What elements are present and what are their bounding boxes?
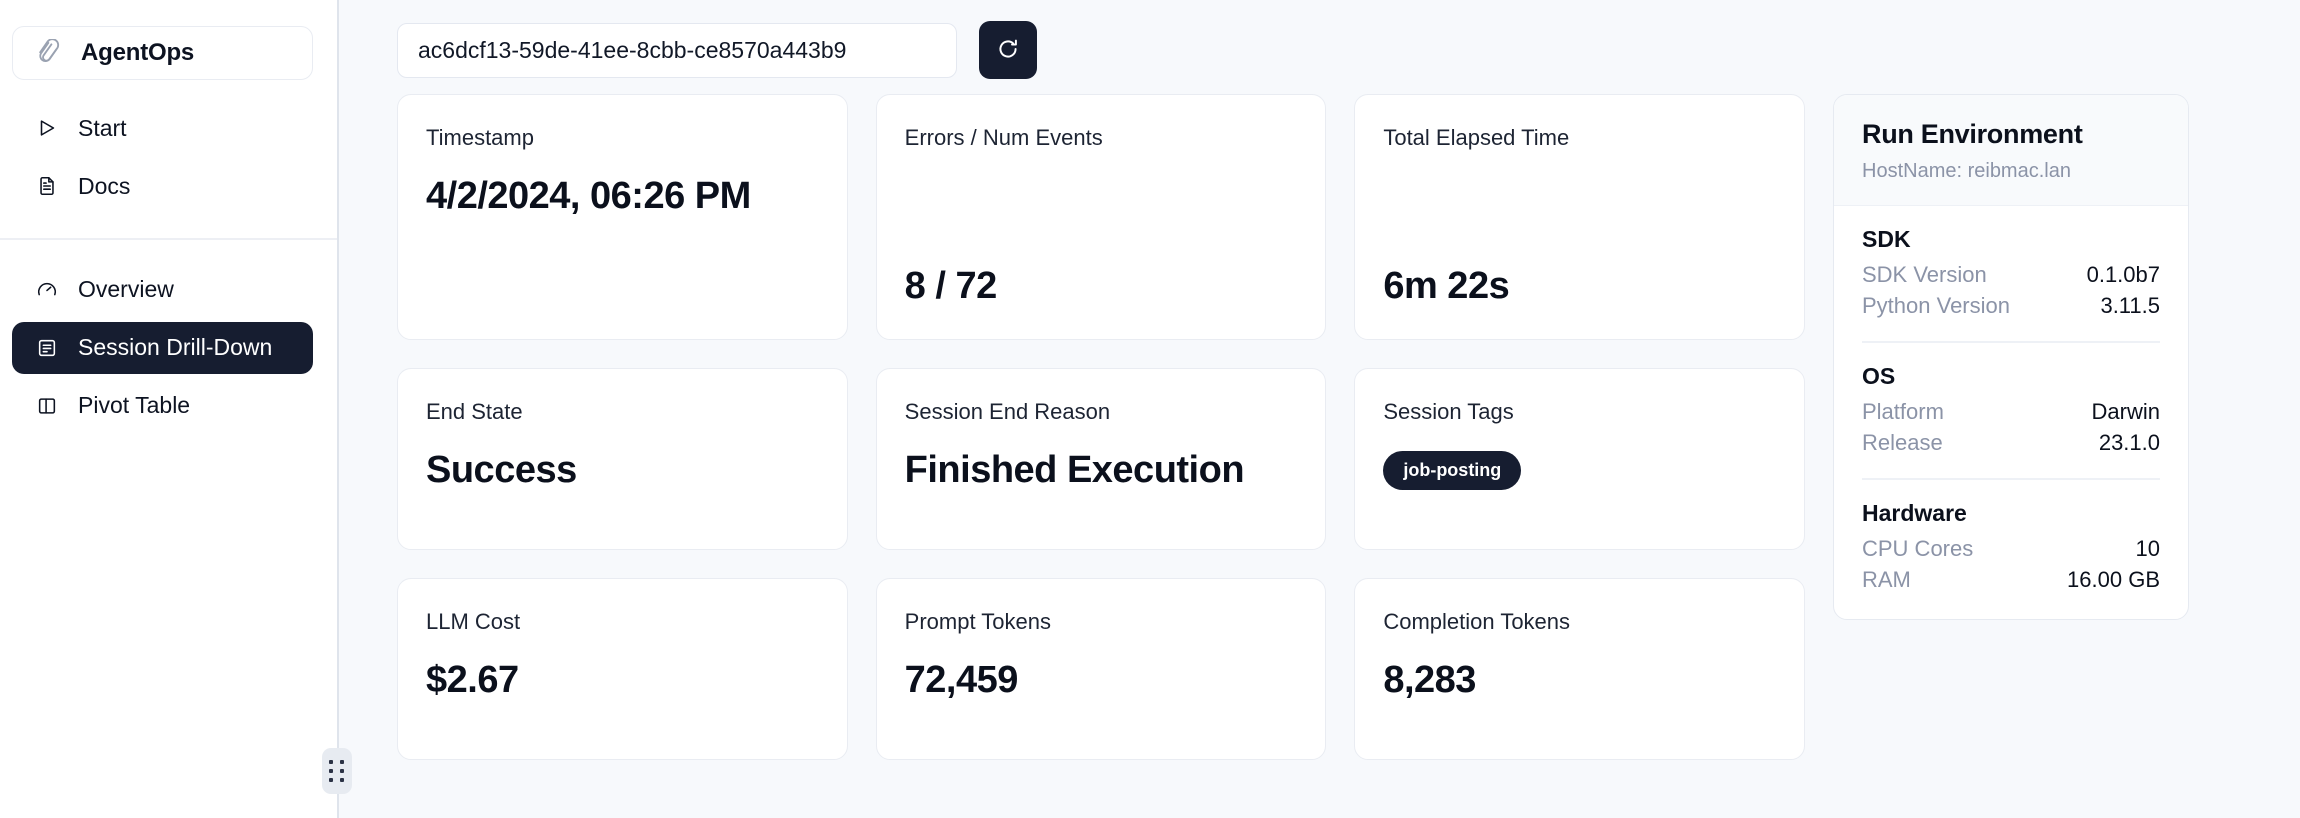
section-divider (1862, 478, 2160, 480)
sidebar-primary-nav: Start Docs (0, 80, 337, 212)
card-label: Prompt Tokens (904, 609, 1051, 634)
env-key: CPU Cores (1862, 535, 1974, 561)
env-row: CPU Cores 10 (1862, 533, 2160, 564)
env-key: RAM (1862, 567, 1911, 593)
metric-card-total-elapsed-time: Total Elapsed Time 6m 22s (1354, 94, 1805, 340)
card-value: Finished Execution (904, 449, 1245, 492)
drag-dots-icon (329, 759, 345, 783)
refresh-button[interactable] (979, 21, 1037, 79)
sidebar-divider (0, 238, 337, 240)
env-value: 10 (2135, 535, 2160, 561)
env-row: SDK Version 0.1.0b7 (1862, 259, 2160, 290)
env-key: Release (1862, 430, 1943, 456)
sidebar-resize-handle[interactable] (322, 748, 352, 794)
card-value: Success (426, 449, 577, 492)
sidebar-item-session-drill-down[interactable]: Session Drill-Down (12, 321, 313, 374)
main-content: Timestamp 4/2/2024, 06:26 PM Errors / Nu… (337, 0, 2300, 818)
card-value: 8 / 72 (904, 264, 998, 307)
card-value: 72,459 (904, 659, 1019, 702)
sidebar-item-pivot-table[interactable]: Pivot Table (12, 380, 313, 432)
toolbar (397, 0, 2272, 94)
env-row: RAM 16.00 GB (1862, 564, 2160, 595)
card-value: 4/2/2024, 06:26 PM (426, 175, 751, 218)
card-label: Total Elapsed Time (1383, 125, 1570, 150)
section-title: OS (1862, 362, 1896, 389)
env-key: Platform (1862, 398, 1944, 424)
brand-name: AgentOps (81, 39, 195, 66)
env-value: 16.00 GB (2067, 567, 2160, 593)
env-row: Python Version 3.11.5 (1862, 290, 2160, 321)
brand-logo[interactable]: AgentOps (12, 26, 313, 80)
session-tag-badge[interactable]: job-posting (1383, 451, 1522, 491)
section-divider (1862, 341, 2160, 343)
section-title: Hardware (1862, 499, 1967, 526)
env-row: Release 23.1.0 (1862, 427, 2160, 458)
metric-card-end-state: End State Success (397, 368, 848, 550)
run-environment-panel: Run Environment HostName: reibmac.lan SD… (1833, 94, 2189, 621)
card-label: Completion Tokens (1383, 609, 1571, 634)
gauge-icon (34, 277, 60, 303)
sidebar-secondary-nav: Overview Session Drill-Down Pivot T (0, 240, 337, 432)
env-value: 23.1.0 (2098, 430, 2160, 456)
sidebar-item-label: Session Drill-Down (78, 334, 273, 360)
card-label: LLM Cost (426, 609, 521, 634)
run-environment-header: Run Environment HostName: reibmac.lan (1834, 95, 2188, 206)
paperclip-icon (35, 38, 65, 68)
card-value: 6m 22s (1383, 264, 1510, 307)
sidebar: AgentOps Start Docs (0, 0, 352, 818)
env-value: Darwin (2091, 398, 2160, 424)
run-environment-hostname: HostName: reibmac.lan (1862, 160, 2071, 182)
sidebar-item-label: Docs (78, 172, 131, 199)
run-environment-section-hardware: Hardware CPU Cores 10 RAM 16.00 GB (1862, 500, 2160, 595)
refresh-icon (995, 36, 1021, 65)
columns-icon (34, 393, 60, 419)
sidebar-vertical-divider (337, 0, 339, 818)
content-area: Timestamp 4/2/2024, 06:26 PM Errors / Nu… (397, 94, 2272, 760)
metric-card-prompt-tokens: Prompt Tokens 72,459 (875, 578, 1327, 760)
section-title: SDK (1862, 226, 1911, 252)
card-label: Session End Reason (904, 399, 1111, 424)
sidebar-item-docs[interactable]: Docs (12, 160, 313, 212)
metric-card-errors-num-events: Errors / Num Events 8 / 72 (875, 94, 1327, 340)
card-label: Errors / Num Events (904, 125, 1103, 150)
card-label: End State (426, 399, 523, 424)
env-key: SDK Version (1862, 262, 1987, 287)
metric-card-session-end-reason: Session End Reason Finished Execution (875, 368, 1327, 550)
card-label: Session Tags (1383, 399, 1514, 424)
env-value: 3.11.5 (2100, 293, 2160, 319)
env-key: Python Version (1862, 293, 2010, 319)
metric-card-grid: Timestamp 4/2/2024, 06:26 PM Errors / Nu… (397, 94, 1805, 760)
metric-card-completion-tokens: Completion Tokens 8,283 (1354, 578, 1805, 760)
run-environment-title: Run Environment (1862, 119, 2083, 149)
sidebar-item-start[interactable]: Start (12, 102, 313, 154)
sidebar-item-label: Start (78, 114, 127, 141)
card-label: Timestamp (426, 125, 534, 150)
sidebar-item-overview[interactable]: Overview (12, 264, 313, 316)
card-value: 8,283 (1383, 659, 1476, 702)
document-icon (34, 173, 60, 199)
card-value: $2.67 (426, 659, 519, 702)
sidebar-item-label: Overview (78, 276, 174, 302)
metric-card-timestamp: Timestamp 4/2/2024, 06:26 PM (397, 94, 848, 340)
metric-card-session-tags: Session Tags job-posting (1354, 368, 1805, 550)
list-panel-icon (34, 335, 60, 361)
env-value: 0.1.0b7 (2086, 262, 2160, 287)
sidebar-item-label: Pivot Table (78, 392, 191, 418)
run-environment-section-sdk: SDK SDK Version 0.1.0b7 Python Version 3… (1862, 226, 2160, 321)
play-icon (34, 115, 60, 141)
metric-card-llm-cost: LLM Cost $2.67 (397, 578, 848, 760)
env-row: Platform Darwin (1862, 396, 2160, 427)
run-environment-body: SDK SDK Version 0.1.0b7 Python Version 3… (1834, 206, 2188, 619)
session-id-input[interactable] (397, 22, 957, 78)
run-environment-section-os: OS Platform Darwin Release 23.1.0 (1862, 363, 2160, 458)
